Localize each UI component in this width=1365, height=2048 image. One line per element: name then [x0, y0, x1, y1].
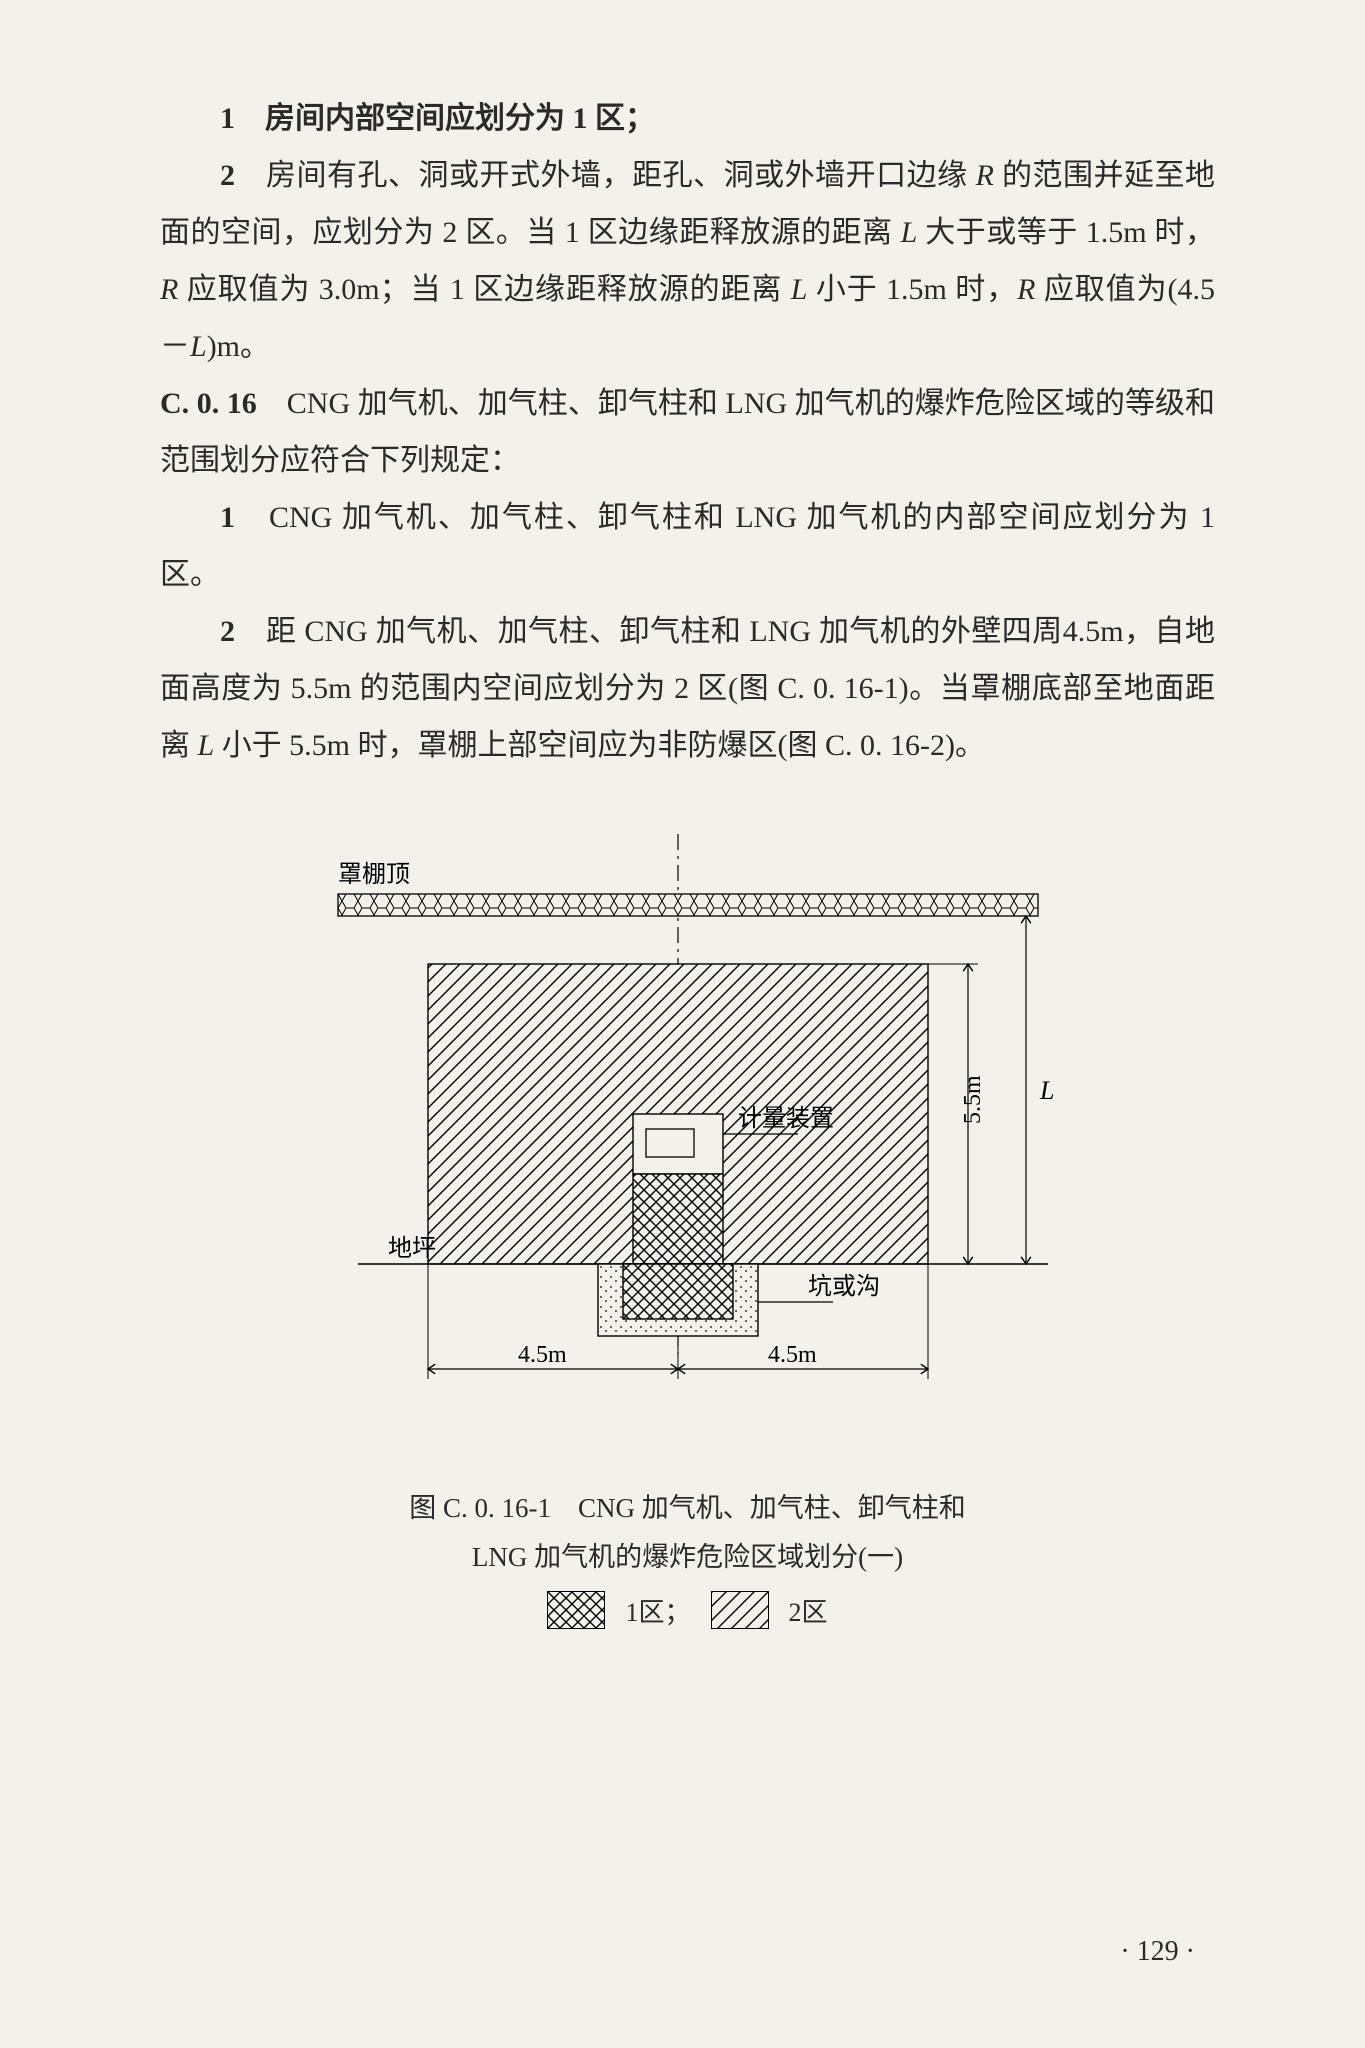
label-pit: 坑或沟 [808, 1273, 880, 1300]
page: 1 房间内部空间应划分为 1 区； 2 房间有孔、洞或开式外墙，距孔、洞或外墙开… [0, 0, 1365, 2048]
para-c016: C. 0. 16 CNG 加气机、加气柱、卸气柱和 LNG 加气机的爆炸危险区域… [160, 375, 1215, 489]
p2-R: R [976, 159, 994, 192]
p2-num: 2 [220, 159, 235, 192]
p1-text: 1 房间内部空间应划分为 1 区； [220, 102, 655, 135]
p2-d: 应取值为 3.0m；当 1 区边缘距释放源的距离 [178, 273, 790, 306]
sub1-text: CNG 加气机、加气柱、卸气柱和 LNG 加气机的内部空间应划分为 1 区。 [160, 501, 1215, 591]
page-number: · 129 · [1120, 1936, 1195, 1968]
dim-left: 4.5m [518, 1342, 567, 1368]
p2-c: 大于或等于 1.5m 时， [917, 216, 1215, 249]
p2-R2: R [160, 273, 178, 306]
dim-5-5m: 5.5m [960, 1075, 986, 1124]
p2-L1: L [901, 216, 918, 249]
legend-zone1-label: 1区； [625, 1592, 690, 1629]
p2-R3: R [1017, 273, 1035, 306]
p2-a: 房间有孔、洞或开式外墙，距孔、洞或外墙开口边缘 [235, 159, 976, 192]
sub2-L: L [198, 729, 215, 762]
figure-caption: 图 C. 0. 16-1 CNG 加气机、加气柱、卸气柱和 LNG 加气机的爆炸… [409, 1484, 966, 1581]
para-1: 1 房间内部空间应划分为 1 区； [160, 90, 1215, 147]
para-2: 2 房间有孔、洞或开式外墙，距孔、洞或外墙开口边缘 R 的范围并延至地面的空间，… [160, 147, 1215, 375]
sub2-num: 2 [220, 615, 235, 648]
label-ground: 地坪 [388, 1235, 436, 1262]
body-text: 1 房间内部空间应划分为 1 区； 2 房间有孔、洞或开式外墙，距孔、洞或外墙开… [160, 90, 1215, 774]
legend-swatch-zone2 [711, 1591, 769, 1629]
c016-text: CNG 加气机、加气柱、卸气柱和 LNG 加气机的爆炸危险区域的等级和范围划分应… [160, 387, 1215, 477]
para-sub2: 2 距 CNG 加气机、加气柱、卸气柱和 LNG 加气机的外壁四周4.5m，自地… [160, 603, 1215, 774]
c016-label: C. 0. 16 [160, 387, 257, 420]
para-sub1: 1 CNG 加气机、加气柱、卸气柱和 LNG 加气机的内部空间应划分为 1 区。 [160, 489, 1215, 603]
p2-L2: L [791, 273, 808, 306]
label-canopy: 罩棚顶 [338, 861, 410, 888]
legend-swatch-zone1 [547, 1591, 605, 1629]
label-meter: 计量装置 [738, 1105, 834, 1132]
dim-right: 4.5m [768, 1342, 817, 1368]
figure-svg: 罩棚顶 计量装置 地坪 坑或沟 [278, 824, 1098, 1464]
sub2-b: 小于 5.5m 时，罩棚上部空间应为非防爆区(图 C. 0. 16-2)。 [214, 729, 985, 762]
caption-line1: 图 C. 0. 16-1 CNG 加气机、加气柱、卸气柱和 [409, 1484, 966, 1533]
figure-legend: 1区； 2区 [547, 1591, 827, 1629]
dim-L: L [1039, 1076, 1054, 1105]
figure-c016-1: 罩棚顶 计量装置 地坪 坑或沟 [160, 824, 1215, 1629]
legend-zone2-label: 2区 [789, 1592, 828, 1629]
p2-g: )m。 [207, 330, 270, 363]
p2-L3: L [190, 330, 207, 363]
p2-e: 小于 1.5m 时， [807, 273, 1017, 306]
sub1-num: 1 [220, 501, 235, 534]
caption-line2: LNG 加气机的爆炸危险区域划分(一) [409, 1533, 966, 1582]
